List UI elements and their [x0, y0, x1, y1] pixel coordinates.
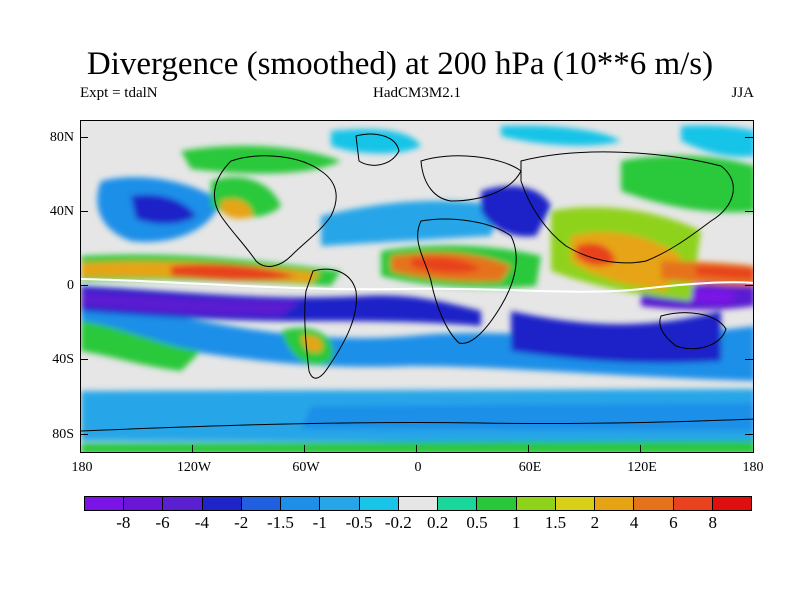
lat-tick [80, 434, 88, 435]
lon-tick [640, 445, 641, 453]
lat-label-80s: 80S [52, 427, 74, 442]
north-atlantic-blue [321, 200, 501, 246]
colorbar-swatch [712, 497, 751, 510]
colorbar-swatch [241, 497, 282, 510]
colorbar-swatch [516, 497, 556, 510]
season-label: JJA [731, 85, 754, 101]
colorbar-swatch [634, 497, 674, 510]
colorbar-label: -4 [194, 513, 209, 532]
siberia-green [621, 155, 753, 213]
lat-tick [745, 434, 753, 435]
colorbar-label: 0.2 [427, 513, 449, 532]
warm-pool-red [696, 266, 753, 279]
greenland-coast [355, 133, 400, 166]
colorbar-label: -0.2 [384, 513, 412, 532]
colorbar-label: 8 [708, 513, 717, 532]
lon-label-180w: 180 [71, 460, 93, 475]
siberia-cyan [681, 125, 753, 157]
lon-label-60e: 60E [518, 460, 542, 475]
colorbar-swatch [124, 497, 164, 510]
colorbar-label: 2 [590, 513, 600, 532]
colorbar-label: 1 [511, 513, 521, 532]
lon-label-180e: 180 [742, 460, 764, 475]
divergence-field [81, 125, 753, 452]
maritime-deep-purple [681, 289, 736, 304]
south-pacific-green [81, 321, 201, 371]
lat-tick [745, 137, 753, 138]
south-america-coast [304, 268, 357, 379]
colorbar-swatch [477, 497, 517, 510]
equatorial-purple-core [81, 291, 301, 316]
europe-coast [420, 155, 522, 202]
north-pacific-core [131, 194, 196, 224]
experiment-label: Expt = tdalN [80, 85, 158, 101]
colorbar-label: -6 [155, 513, 170, 532]
colorbar-label: 0.5 [466, 513, 488, 532]
colorbar [84, 496, 752, 511]
lon-label-60w: 60W [292, 460, 320, 475]
lat-tick [80, 359, 88, 360]
lat-label-40s: 40S [52, 352, 74, 367]
model-label: HadCM3M2.1 [373, 85, 461, 101]
africa-red [411, 257, 481, 273]
lon-tick [528, 445, 529, 453]
lon-label-0: 0 [414, 460, 422, 475]
colorbar-label: -1.5 [267, 513, 294, 532]
colorbar-swatch [595, 497, 635, 510]
colorbar-swatch [359, 497, 399, 510]
asia-coast [520, 151, 734, 264]
south-subtropic-blue [81, 301, 753, 381]
colorbar-swatch [320, 497, 360, 510]
africa-coast [417, 218, 517, 344]
colorbar-label: -0.5 [345, 513, 373, 532]
colorbar-label: -8 [116, 513, 131, 532]
asia-monsoon-red [576, 243, 616, 266]
arctic-cyan-1 [331, 129, 421, 154]
arctic-green [181, 145, 341, 174]
colorbar-swatch [398, 497, 439, 510]
colorbar-swatch [438, 497, 478, 510]
arctic-cyan-2 [501, 125, 621, 146]
pacific-itcz-red [171, 264, 296, 281]
colorbar-label: -1 [312, 513, 327, 532]
lat-tick [80, 285, 88, 286]
figure-title: Divergence (smoothed) at 200 hPa (10**6 … [86, 46, 714, 82]
colorbar-swatch [85, 497, 125, 510]
lat-label-40n: 40N [49, 204, 74, 219]
colorbar-swatch [673, 497, 713, 510]
north-america-coast [213, 155, 337, 267]
north-america-orange [221, 199, 253, 219]
colorbar-swatch [163, 497, 203, 510]
colorbar-label: 1.5 [544, 513, 567, 532]
coastlines [81, 133, 753, 432]
colorbar-label: -2 [234, 513, 249, 532]
south-indian-convergence [511, 311, 721, 363]
lon-tick [304, 445, 305, 453]
south-polar-green [81, 441, 753, 452]
lat-tick [745, 359, 753, 360]
lat-tick [80, 137, 88, 138]
lon-label-120w: 120W [176, 460, 212, 475]
lon-tick [416, 445, 417, 453]
divergence-map [80, 120, 754, 453]
colorbar-label: 6 [669, 513, 678, 532]
zero-contour-line [81, 278, 753, 293]
lon-label-120e: 120E [627, 460, 657, 475]
australia-coast [659, 312, 727, 350]
antarctica-coast [81, 418, 753, 432]
lat-tick [745, 285, 753, 286]
lat-tick [745, 211, 753, 212]
lon-tick [192, 445, 193, 453]
colorbar-swatch [202, 497, 242, 510]
lat-tick [80, 211, 88, 212]
southern-ocean-core [301, 403, 753, 431]
colorbar-swatch [555, 497, 596, 510]
middle-east-blue [481, 186, 551, 237]
colorbar-label: 4 [629, 513, 639, 532]
colorbar-swatch [281, 497, 321, 510]
lat-label-80n: 80N [49, 130, 74, 145]
lat-label-0: 0 [67, 278, 74, 293]
